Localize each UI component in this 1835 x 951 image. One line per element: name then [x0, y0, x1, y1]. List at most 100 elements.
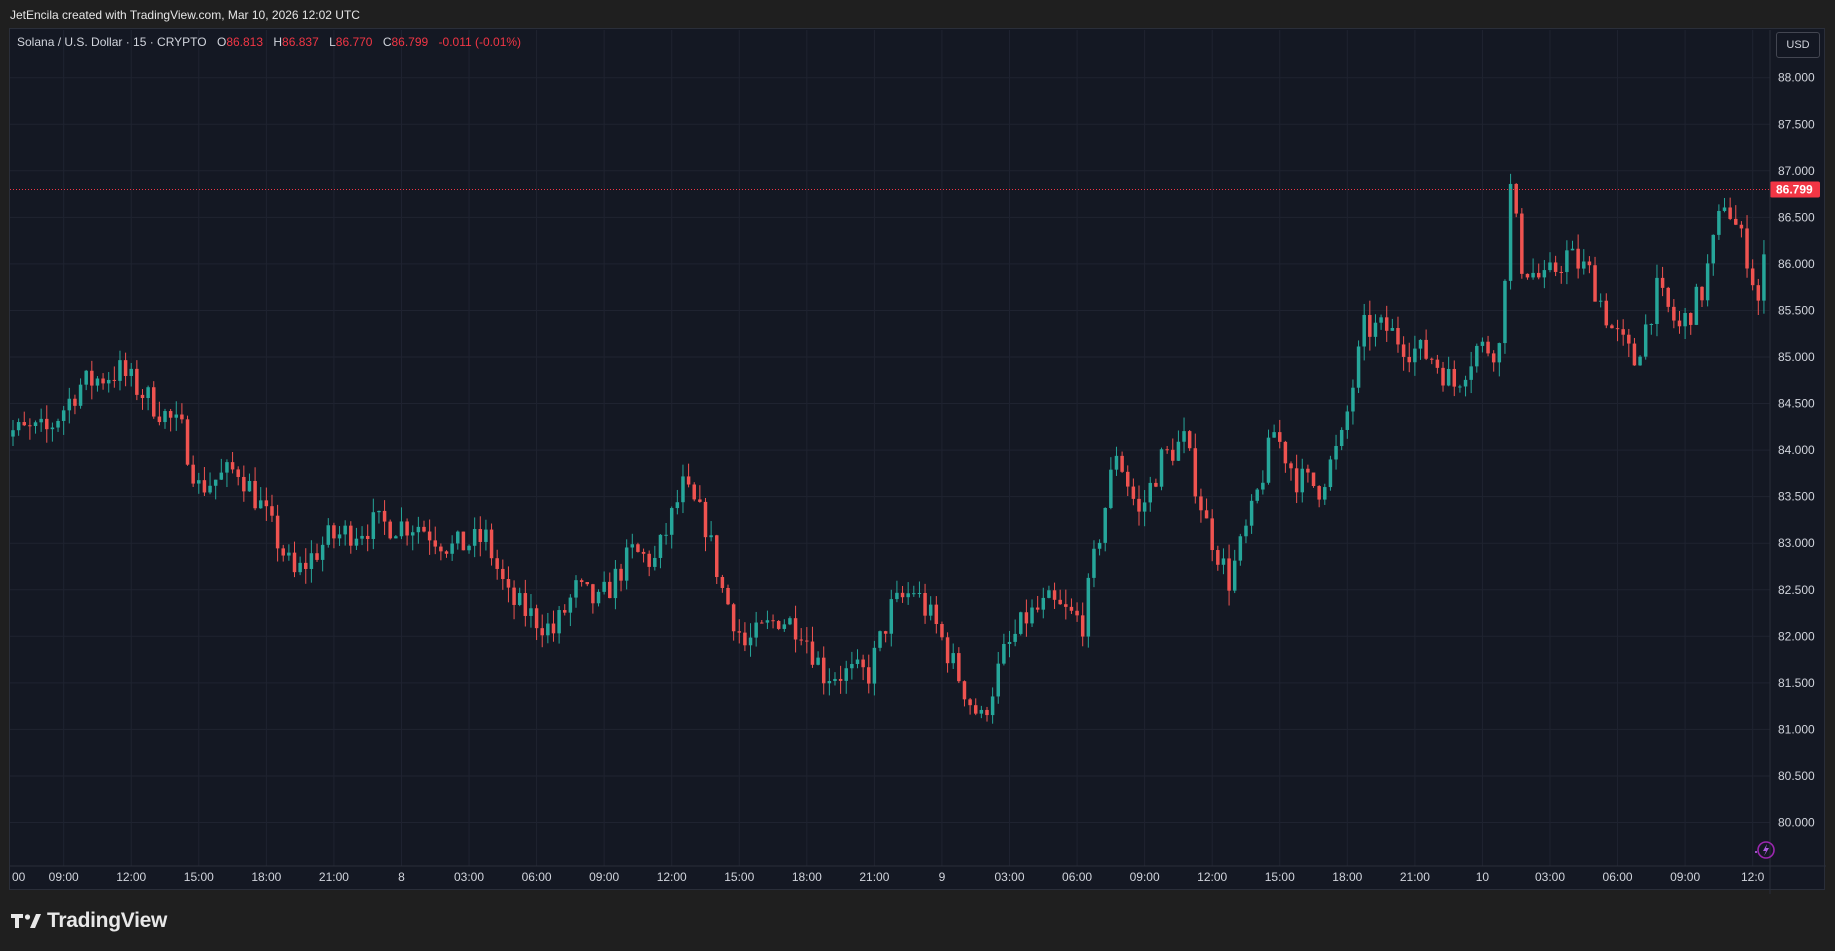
candle: [1362, 303, 1366, 361]
candle: [1171, 438, 1175, 466]
candle: [760, 619, 764, 624]
candle-body: [1086, 577, 1091, 637]
x-tick-label: 12:00: [1197, 870, 1227, 884]
candle: [636, 542, 640, 553]
candle-body: [1694, 286, 1699, 325]
candle-body: [1109, 469, 1113, 508]
candle-body: [658, 534, 663, 558]
candle-body: [382, 510, 387, 522]
candle-body: [833, 678, 837, 682]
candle-body: [1745, 228, 1749, 269]
candle: [1165, 445, 1169, 454]
flash-icon[interactable]: [1752, 838, 1776, 862]
candle-body: [225, 462, 229, 473]
candle: [1435, 354, 1440, 374]
candle-body: [410, 532, 415, 536]
candle: [50, 422, 55, 442]
candle: [1227, 544, 1231, 606]
candle-body: [624, 547, 629, 581]
candle: [1401, 336, 1406, 371]
candle: [1261, 470, 1265, 495]
tradingview-logo-icon: [11, 914, 41, 928]
candle: [878, 630, 882, 652]
candle: [1339, 427, 1344, 451]
x-tick-label: 21:00: [319, 870, 349, 884]
candle-body: [743, 632, 747, 646]
candle-body: [799, 639, 803, 641]
candle-body: [1475, 345, 1479, 367]
candle: [1396, 316, 1400, 353]
open-label: O: [216, 35, 227, 49]
candle-body: [1435, 359, 1440, 368]
candle: [123, 352, 128, 387]
y-tick-label: 82.000: [1778, 629, 1815, 643]
candle-body: [478, 529, 483, 542]
candle-body: [247, 480, 252, 492]
candle: [337, 526, 342, 546]
candle: [405, 518, 409, 546]
candle-body: [968, 699, 972, 706]
candle: [1694, 283, 1699, 326]
candle-body: [1390, 328, 1395, 331]
candle-body: [371, 512, 376, 539]
candle: [1750, 259, 1755, 291]
candle: [1463, 375, 1468, 397]
currency-button[interactable]: USD: [1776, 32, 1820, 58]
candle-body: [1193, 448, 1198, 497]
candle: [1368, 300, 1372, 351]
candle-body: [1103, 507, 1107, 543]
candle-body: [788, 618, 792, 625]
chart-area[interactable]: [9, 28, 1825, 890]
candle: [1525, 273, 1530, 280]
candle-body: [337, 534, 342, 539]
y-tick-label: 83.000: [1778, 536, 1815, 550]
candle: [562, 604, 567, 616]
candle-body: [1582, 261, 1586, 269]
tradingview-logo[interactable]: TradingView: [11, 908, 167, 934]
candle-body: [253, 480, 257, 509]
candle-body: [1323, 487, 1327, 500]
candle-body: [61, 410, 66, 421]
candle: [399, 507, 404, 540]
candle: [1120, 451, 1124, 473]
candle-body: [574, 580, 578, 598]
candle-body: [821, 657, 826, 684]
candle: [1379, 314, 1383, 330]
candle: [934, 596, 939, 634]
candle-body: [889, 599, 894, 634]
x-tick-label: 8: [398, 870, 405, 884]
candle-body: [304, 562, 308, 569]
candle-body: [1080, 615, 1085, 637]
candle: [1317, 485, 1321, 508]
candle-body: [1666, 287, 1670, 307]
candle-body: [517, 593, 522, 605]
candle: [247, 473, 252, 492]
candle-body: [439, 546, 443, 552]
candle-body: [1621, 329, 1625, 335]
candle: [1503, 279, 1507, 354]
candle: [681, 464, 685, 514]
candle-body: [1075, 610, 1079, 616]
candle: [1531, 258, 1535, 280]
candle-body: [450, 543, 454, 554]
candle-body: [191, 464, 195, 484]
candle-body: [1204, 510, 1209, 519]
candle: [1019, 611, 1023, 636]
candle: [292, 541, 297, 578]
candle: [287, 544, 291, 561]
candle-body: [1384, 317, 1389, 331]
symbol-title[interactable]: Solana / U.S. Dollar · 15 · CRYPTO: [17, 35, 207, 49]
candle: [478, 516, 483, 557]
x-tick-label: 06:00: [1062, 870, 1092, 884]
candle-body: [912, 593, 916, 595]
candle: [1069, 598, 1074, 615]
candle-body: [523, 593, 528, 616]
candle: [1582, 249, 1586, 275]
candle-body: [630, 544, 635, 548]
candle: [67, 387, 72, 424]
candle: [1272, 424, 1276, 438]
x-tick-label: 12:0: [1741, 870, 1765, 884]
candle: [1452, 360, 1457, 397]
x-tick-label: 9: [939, 870, 946, 884]
